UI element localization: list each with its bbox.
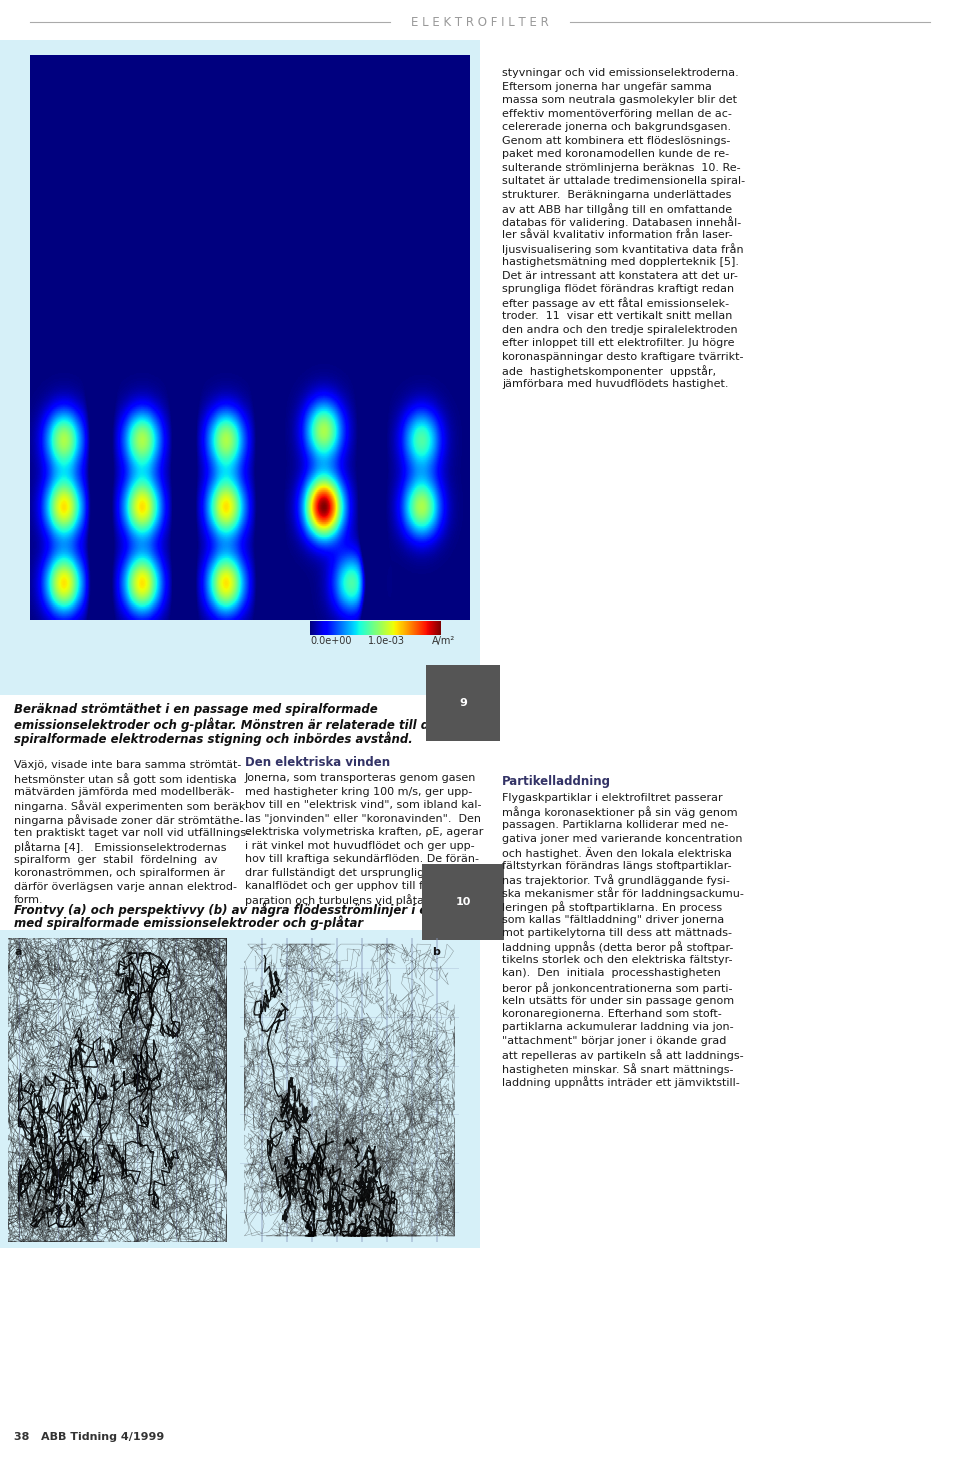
Text: sulterande strömlinjerna beräknas  10. Re-: sulterande strömlinjerna beräknas 10. Re…: [502, 162, 740, 172]
Text: A/m²: A/m²: [432, 636, 455, 646]
Text: Partikelladdning: Partikelladdning: [502, 776, 611, 787]
Text: ten praktiskt taget var noll vid utfällnings-: ten praktiskt taget var noll vid utfälln…: [14, 828, 251, 837]
Text: laddning uppnås (detta beror på stoftpar-: laddning uppnås (detta beror på stoftpar…: [502, 942, 733, 954]
Text: paket med koronamodellen kunde de re-: paket med koronamodellen kunde de re-: [502, 149, 730, 159]
Text: a: a: [14, 948, 22, 956]
Text: jämförbara med huvudflödets hastighet.: jämförbara med huvudflödets hastighet.: [502, 379, 729, 388]
Text: Beräknad strömtäthet i en passage med spiralformade: Beräknad strömtäthet i en passage med sp…: [14, 703, 377, 716]
Text: 5.0e-04: 5.0e-04: [310, 595, 348, 605]
Bar: [0, 39, 480, 695]
Text: elektriska volymetriska kraften, ρE, agerar: elektriska volymetriska kraften, ρE, age…: [245, 827, 484, 837]
Text: ljusvisualisering som kvantitativa data från: ljusvisualisering som kvantitativa data …: [502, 243, 744, 255]
Text: ningarna påvisade zoner där strömtäthe-: ningarna påvisade zoner där strömtäthe-: [14, 814, 244, 825]
Text: 1.0e-03: 1.0e-03: [368, 636, 405, 646]
Text: mot partikelytorna till dess att mättnads-: mot partikelytorna till dess att mättnad…: [502, 927, 732, 937]
Text: Växjö, visade inte bara samma strömtät-: Växjö, visade inte bara samma strömtät-: [14, 760, 241, 770]
Text: 1.5e-03: 1.5e-03: [410, 595, 447, 605]
Text: hov till en "elektrisk vind", som ibland kal-: hov till en "elektrisk vind", som ibland…: [245, 800, 482, 811]
Text: att repelleras av partikeln så att laddnings-: att repelleras av partikeln så att laddn…: [502, 1050, 744, 1061]
Text: "attachment" börjar joner i ökande grad: "attachment" börjar joner i ökande grad: [502, 1037, 727, 1045]
Text: och hastighet. Även den lokala elektriska: och hastighet. Även den lokala elektrisk…: [502, 847, 732, 859]
Text: ler såväl kvalitativ information från laser-: ler såväl kvalitativ information från la…: [502, 230, 732, 241]
Text: spiralform  ger  stabil  fördelning  av: spiralform ger stabil fördelning av: [14, 854, 218, 865]
Text: strukturer.  Beräkningarna underlättades: strukturer. Beräkningarna underlättades: [502, 190, 732, 200]
Text: ska mekanismer står för laddningsackumu-: ska mekanismer står för laddningsackumu-: [502, 888, 744, 900]
Text: i rät vinkel mot huvudflödet och ger upp-: i rät vinkel mot huvudflödet och ger upp…: [245, 840, 474, 850]
Text: därför överlägsen varje annan elektrod-: därför överlägsen varje annan elektrod-: [14, 882, 237, 891]
Text: massa som neutrala gasmolekyler blir det: massa som neutrala gasmolekyler blir det: [502, 95, 737, 105]
Text: troder.  11  visar ett vertikalt snitt mellan: troder. 11 visar ett vertikalt snitt mel…: [502, 311, 732, 321]
Text: den andra och den tredje spiralelektroden: den andra och den tredje spiralelektrode…: [502, 325, 737, 334]
Text: 0.0e+00: 0.0e+00: [310, 636, 351, 646]
Text: form.: form.: [14, 895, 43, 905]
Text: leringen på stoftpartiklarna. En process: leringen på stoftpartiklarna. En process: [502, 901, 722, 913]
Text: hetsmönster utan så gott som identiska: hetsmönster utan så gott som identiska: [14, 774, 237, 786]
Text: tikelns storlek och den elektriska fältstyr-: tikelns storlek och den elektriska fälts…: [502, 955, 732, 965]
Text: keln utsätts för under sin passage genom: keln utsätts för under sin passage genom: [502, 996, 734, 1006]
Text: databas för validering. Databasen innehål-: databas för validering. Databasen innehå…: [502, 216, 741, 229]
Text: många koronasektioner på sin väg genom: många koronasektioner på sin väg genom: [502, 806, 737, 818]
Text: Eftersom jonerna har ungefär samma: Eftersom jonerna har ungefär samma: [502, 82, 712, 92]
Text: med spiralformade emissionselektroder och g-plåtar: med spiralformade emissionselektroder oc…: [14, 916, 363, 930]
Text: sprungliga flödet förändras kraftigt redan: sprungliga flödet förändras kraftigt red…: [502, 284, 734, 295]
Text: 10: 10: [455, 897, 470, 907]
Text: ade  hastighetskomponenter  uppstår,: ade hastighetskomponenter uppstår,: [502, 364, 716, 378]
Text: beror på jonkoncentrationerna som parti-: beror på jonkoncentrationerna som parti-: [502, 983, 732, 994]
Text: gativa joner med varierande koncentration: gativa joner med varierande koncentratio…: [502, 834, 742, 844]
Text: celererade jonerna och bakgrundsgasen.: celererade jonerna och bakgrundsgasen.: [502, 122, 732, 133]
Text: efter inloppet till ett elektrofilter. Ju högre: efter inloppet till ett elektrofilter. J…: [502, 338, 734, 348]
Text: spiralformade elektrodernas stigning och inbördes avstånd.: spiralformade elektrodernas stigning och…: [14, 730, 413, 745]
Text: koronaregionerna. Efterhand som stoft-: koronaregionerna. Efterhand som stoft-: [502, 1009, 722, 1019]
Text: effektiv momentöverföring mellan de ac-: effektiv momentöverföring mellan de ac-: [502, 108, 732, 118]
Text: hastighetsmätning med dopplerteknik [5].: hastighetsmätning med dopplerteknik [5].: [502, 257, 739, 267]
Text: laddning uppnåtts inträder ett jämviktstill-: laddning uppnåtts inträder ett jämviktst…: [502, 1076, 740, 1089]
Text: Frontvy (a) och perspektivvy (b) av några flödesströmlinjer i en passage: Frontvy (a) och perspektivvy (b) av någr…: [14, 903, 494, 917]
Text: hov till kraftiga sekundärflöden. De förän-: hov till kraftiga sekundärflöden. De för…: [245, 854, 479, 865]
Text: kan).  Den  initiala  processhastigheten: kan). Den initiala processhastigheten: [502, 968, 721, 978]
Text: passagen. Partiklarna kolliderar med ne-: passagen. Partiklarna kolliderar med ne-: [502, 819, 729, 830]
Text: ningarna. Såväl experimenten som beräk-: ningarna. Såväl experimenten som beräk-: [14, 800, 250, 812]
Text: paration och turbulens vid plåtarnas för-: paration och turbulens vid plåtarnas för…: [245, 895, 470, 907]
Text: hastigheten minskar. Så snart mättnings-: hastigheten minskar. Så snart mättnings-: [502, 1063, 733, 1075]
Text: las "jonvinden" eller "koronavinden".  Den: las "jonvinden" eller "koronavinden". De…: [245, 814, 481, 824]
Text: som kallas "fältladdning" driver jonerna: som kallas "fältladdning" driver jonerna: [502, 914, 724, 924]
Text: styvningar och vid emissionselektroderna.: styvningar och vid emissionselektroderna…: [502, 69, 739, 77]
Text: koronaspänningar desto kraftigare tvärrikt-: koronaspänningar desto kraftigare tvärri…: [502, 351, 743, 362]
Text: Genom att kombinera ett flödeslösnings-: Genom att kombinera ett flödeslösnings-: [502, 136, 731, 146]
Text: mätvärden jämförda med modellberäk-: mätvärden jämförda med modellberäk-: [14, 787, 234, 798]
Text: Flygaskpartiklar i elektrofiltret passerar: Flygaskpartiklar i elektrofiltret passer…: [502, 793, 723, 803]
Text: Det är intressant att konstatera att det ur-: Det är intressant att konstatera att det…: [502, 271, 738, 280]
Text: koronaströmmen, och spiralformen är: koronaströmmen, och spiralformen är: [14, 868, 225, 878]
Text: Jonerna, som transporteras genom gasen: Jonerna, som transporteras genom gasen: [245, 773, 476, 783]
Text: drar fullständigt det ursprungliga turbulenta: drar fullständigt det ursprungliga turbu…: [245, 868, 493, 878]
Text: plåtarna [4].   Emissionselektrodernas: plåtarna [4]. Emissionselektrodernas: [14, 841, 227, 853]
Text: 9: 9: [459, 698, 467, 709]
Text: Den elektriska vinden: Den elektriska vinden: [245, 757, 390, 768]
Text: kanalflödet och ger upphov till flödesse-: kanalflödet och ger upphov till flödesse…: [245, 881, 469, 891]
Text: sultatet är uttalade tredimensionella spiral-: sultatet är uttalade tredimensionella sp…: [502, 176, 745, 187]
Text: nas trajektorior. Två grundläggande fysi-: nas trajektorior. Två grundläggande fysi…: [502, 873, 730, 886]
Bar: [0, 930, 480, 1248]
Text: med hastigheter kring 100 m/s, ger upp-: med hastigheter kring 100 m/s, ger upp-: [245, 786, 472, 796]
Text: 38   ABB Tidning 4/1999: 38 ABB Tidning 4/1999: [14, 1432, 164, 1442]
Text: av att ABB har tillgång till en omfattande: av att ABB har tillgång till en omfattan…: [502, 203, 732, 214]
Text: E L E K T R O F I L T E R: E L E K T R O F I L T E R: [411, 16, 549, 29]
Text: emissionselektroder och g-plåtar. Mönstren är relaterade till de: emissionselektroder och g-plåtar. Mönstr…: [14, 717, 437, 732]
Text: partiklarna ackumulerar laddning via jon-: partiklarna ackumulerar laddning via jon…: [502, 1022, 733, 1032]
Text: b: b: [433, 948, 441, 956]
Text: fältstyrkan förändras längs stoftpartiklar-: fältstyrkan förändras längs stoftpartikl…: [502, 860, 732, 870]
Text: efter passage av ett fåtal emissionselek-: efter passage av ett fåtal emissionselek…: [502, 297, 730, 309]
